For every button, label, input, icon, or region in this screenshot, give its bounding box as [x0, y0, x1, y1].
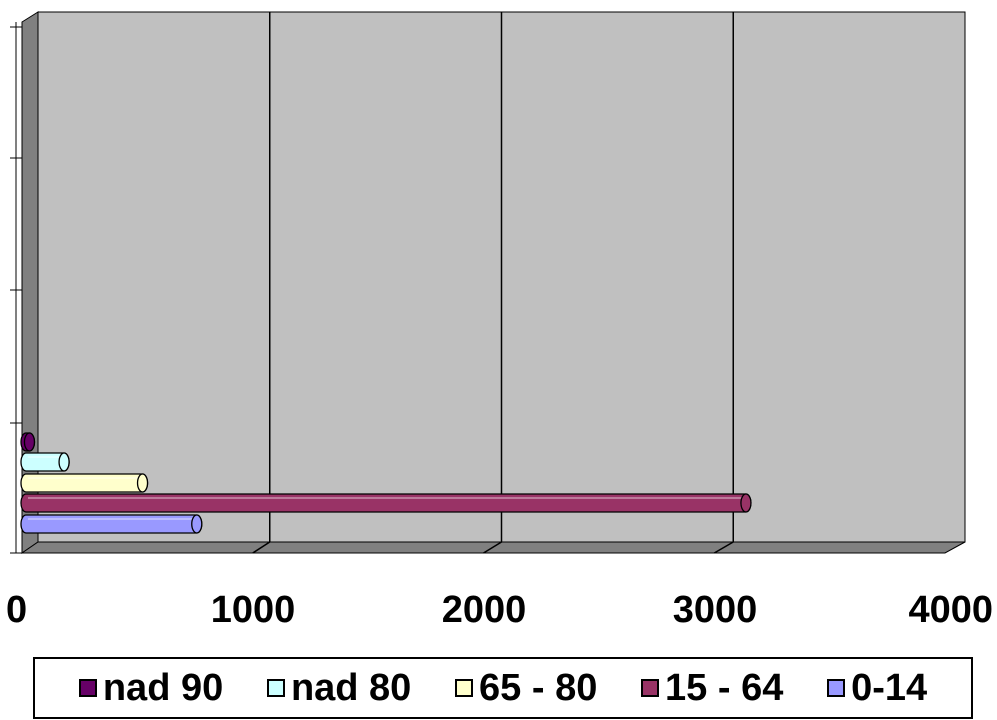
legend: nad 90 nad 80 65 - 80 15 - 64 0-14 [33, 657, 973, 719]
bar-body [20, 493, 752, 513]
bar-body [20, 514, 203, 534]
bar-end-cap [740, 493, 752, 513]
legend-label: nad 80 [290, 667, 412, 709]
x-tick-label: 0 [6, 589, 27, 631]
legend-label: 0-14 [851, 667, 928, 709]
chart-area: 0 1000 2000 3000 4000 [6, 11, 993, 631]
bar-nad80 [20, 452, 70, 472]
legend-item: nad 90 [78, 667, 224, 709]
floor-gridline [483, 541, 502, 554]
x-tick-label: 2000 [442, 589, 527, 631]
bar-15-64 [20, 493, 752, 513]
bar-body [20, 473, 149, 493]
x-tick-label: 1000 [211, 589, 296, 631]
x-tick-label: 4000 [908, 589, 993, 631]
legend-swatch [641, 679, 660, 697]
legend-label: 15 - 64 [665, 667, 784, 709]
bar-end-cap [136, 473, 149, 493]
side-wall [21, 11, 39, 554]
bar-nad90 [20, 432, 36, 452]
x-tick-label: 3000 [673, 589, 758, 631]
legend-item: nad 80 [266, 667, 412, 709]
legend-item: 15 - 64 [641, 669, 783, 707]
legend-swatch [455, 679, 474, 697]
legend-swatch [827, 679, 846, 697]
chart-walls [10, 11, 966, 554]
floor-gridline [713, 541, 734, 554]
legend-swatch [266, 679, 285, 697]
legend-swatch [78, 679, 97, 697]
bars [20, 432, 752, 534]
legend-label: nad 90 [102, 667, 224, 709]
bar-65-80 [20, 473, 149, 493]
x-axis-tick-labels: 0 1000 2000 3000 4000 [6, 589, 993, 631]
legend-item: 65 - 80 [455, 669, 597, 707]
gridlines [252, 12, 734, 554]
bar-end-cap [23, 432, 36, 452]
legend-label: 65 - 80 [479, 667, 598, 709]
bar-0-14 [20, 514, 203, 534]
legend-item: 0-14 [827, 669, 927, 707]
bar-end-cap [58, 452, 70, 472]
floor-gridline [252, 541, 271, 554]
bar-end-cap [191, 514, 203, 534]
